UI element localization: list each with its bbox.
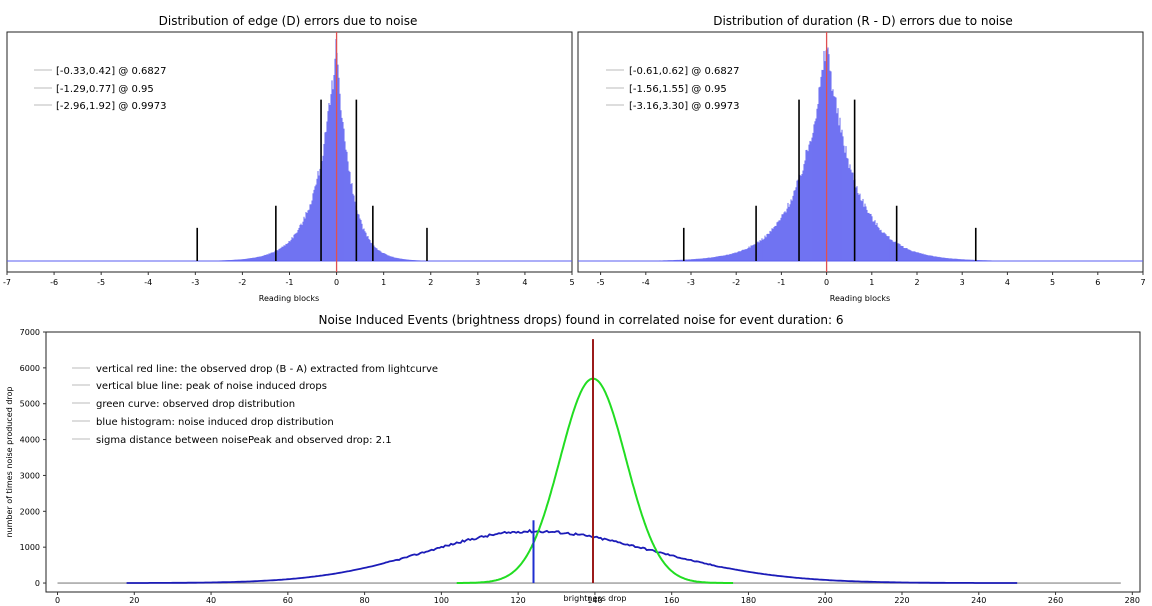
legend-item-0: [-0.61,0.62] @ 0.6827 — [629, 66, 739, 77]
x-tick-label: 0 — [334, 278, 339, 287]
chart-title: Distribution of edge (D) errors due to n… — [159, 14, 418, 28]
x-tick-label: -4 — [144, 278, 152, 287]
x-tick-label: 160 — [664, 596, 679, 605]
plot-frame — [577, 31, 1144, 273]
x-tick-label: 80 — [360, 596, 370, 605]
x-tick-label: 180 — [741, 596, 756, 605]
legend-item-1: [-1.29,0.77] @ 0.95 — [56, 84, 154, 95]
x-axis: -7 -6 -5 -4 -3 -2 -1 0 1 2 3 4 5 — [3, 272, 575, 287]
x-tick-label: 260 — [1048, 596, 1063, 605]
y-tick-label: 0 — [35, 579, 40, 588]
x-tick-label: 4 — [1005, 278, 1010, 287]
x-tick-label: -2 — [238, 278, 246, 287]
x-tick-label: -5 — [97, 278, 105, 287]
legend-item-2: green curve: observed drop distribution — [96, 399, 295, 410]
x-tick-label: -3 — [191, 278, 199, 287]
y-tick-label: 2000 — [20, 507, 40, 516]
legend-item-3: blue histogram: noise induced drop distr… — [96, 417, 334, 428]
chart-title: Distribution of duration (R - D) errors … — [713, 14, 1013, 28]
x-tick-label: 140 — [587, 596, 602, 605]
legend-item-0: vertical red line: the observed drop (B … — [96, 364, 438, 375]
x-tick-label: -3 — [687, 278, 695, 287]
distribution-curves — [57, 339, 1121, 584]
y-tick-label: 4000 — [20, 436, 40, 445]
confidence-interval-lines — [196, 99, 428, 261]
x-tick-label: 6 — [1095, 278, 1100, 287]
x-tick-label: 2 — [428, 278, 433, 287]
x-tick-label: -7 — [3, 278, 11, 287]
legend: vertical red line: the observed drop (B … — [72, 364, 438, 446]
x-tick-label: 40 — [206, 596, 216, 605]
x-tick-label: 0 — [824, 278, 829, 287]
x-tick-label: 100 — [434, 596, 449, 605]
chart-title: Noise Induced Events (brightness drops) … — [318, 313, 843, 327]
x-tick-label: -1 — [777, 278, 785, 287]
legend: [-0.33,0.42] @ 0.6827 [-1.29,0.77] @ 0.9… — [34, 66, 166, 112]
x-tick-label: -1 — [286, 278, 294, 287]
x-tick-label: 1 — [381, 278, 386, 287]
x-axis-label: Reading blocks — [259, 294, 319, 303]
x-tick-label: 3 — [475, 278, 480, 287]
axes: 0 20 40 60 80 100 120 140 160 180 200 220 240 260 280 0… — [20, 328, 1140, 605]
x-tick-label: 4 — [522, 278, 527, 287]
plot-frame — [45, 331, 1141, 593]
legend-item-4: sigma distance between noisePeak and obs… — [96, 435, 392, 446]
x-tick-label: -4 — [642, 278, 650, 287]
legend-item-2: [-2.96,1.92] @ 0.9973 — [56, 101, 166, 112]
x-tick-label: -2 — [732, 278, 740, 287]
edge-error-histogram-chart: Distribution of edge (D) errors due to n… — [3, 14, 575, 303]
y-tick-label: 1000 — [20, 543, 40, 552]
y-tick-label: 6000 — [20, 364, 40, 373]
x-tick-label: 60 — [283, 596, 293, 605]
x-tick-label: 20 — [129, 596, 139, 605]
x-axis-label: brightness drop — [564, 594, 627, 603]
y-tick-label: 7000 — [20, 328, 40, 337]
confidence-interval-lines — [682, 99, 977, 261]
x-axis-label: Reading blocks — [830, 294, 890, 303]
x-tick-label: 200 — [818, 596, 833, 605]
y-tick-label: 3000 — [20, 471, 40, 480]
x-tick-label: 3 — [960, 278, 965, 287]
x-tick-label: 7 — [1140, 278, 1145, 287]
noise-distribution-curve — [126, 528, 1018, 584]
y-axis-label: number of times noise produced drop — [5, 387, 14, 538]
observed-distribution-curve — [456, 377, 734, 584]
x-tick-label: 240 — [971, 596, 986, 605]
x-tick-label: -5 — [597, 278, 605, 287]
noise-induced-events-chart: Noise Induced Events (brightness drops) … — [5, 313, 1141, 605]
x-tick-label: 280 — [1125, 596, 1140, 605]
legend-item-1: vertical blue line: peak of noise induce… — [96, 381, 327, 392]
legend-item-2: [-3.16,3.30] @ 0.9973 — [629, 101, 739, 112]
legend-item-1: [-1.56,1.55] @ 0.95 — [629, 84, 727, 95]
x-tick-label: 0 — [55, 596, 60, 605]
x-tick-label: -6 — [50, 278, 58, 287]
x-axis: -5 -4 -3 -2 -1 0 1 2 3 4 5 6 7 — [597, 272, 1146, 287]
x-tick-label: 120 — [511, 596, 526, 605]
x-tick-label: 5 — [569, 278, 574, 287]
legend-item-0: [-0.33,0.42] @ 0.6827 — [56, 66, 166, 77]
y-tick-label: 5000 — [20, 400, 40, 409]
x-tick-label: 1 — [869, 278, 874, 287]
x-tick-label: 5 — [1050, 278, 1055, 287]
x-tick-label: 2 — [914, 278, 919, 287]
x-tick-label: 220 — [894, 596, 909, 605]
duration-error-histogram-chart: Distribution of duration (R - D) errors … — [577, 14, 1146, 303]
legend: [-0.61,0.62] @ 0.6827 [-1.56,1.55] @ 0.9… — [606, 66, 739, 112]
